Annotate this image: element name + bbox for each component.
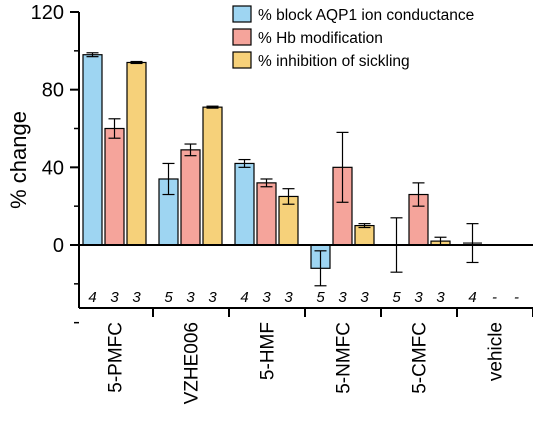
n-label: 4 <box>88 289 96 306</box>
n-label: 3 <box>360 289 369 306</box>
y-tick-label: 80 <box>42 80 64 102</box>
n-label: 3 <box>110 289 119 306</box>
n-label: 5 <box>164 289 173 306</box>
n-label: 3 <box>262 289 271 306</box>
bar-3-2 <box>354 224 375 246</box>
y-tick-label: 40 <box>42 157 64 179</box>
n-label: 3 <box>208 289 217 306</box>
bar-2-1 <box>256 182 277 246</box>
bar-2-0 <box>234 162 255 246</box>
y-tick-label: 0 <box>53 235 64 257</box>
n-label: 5 <box>316 289 325 306</box>
category-label: 5-PMFC <box>106 322 127 393</box>
category-label: 5-HMF <box>258 322 279 380</box>
n-label: 3 <box>132 289 141 306</box>
bar-1-1 <box>180 149 201 246</box>
legend-swatch <box>232 51 252 69</box>
n-label: 4 <box>240 289 248 306</box>
y-axis-title: % change <box>6 111 31 209</box>
n-label: 3 <box>436 289 445 306</box>
legend-swatch <box>232 5 252 23</box>
category-label: vehicle <box>486 322 507 381</box>
n-label: - <box>492 289 497 306</box>
category-label: 5-CMFC <box>410 322 431 394</box>
legend: % block AQP1 ion conductance % Hb modific… <box>232 5 474 70</box>
legend-swatch <box>232 28 252 46</box>
bar-0-0 <box>82 54 103 246</box>
bar-0-2 <box>126 61 147 246</box>
n-label: - <box>514 289 519 306</box>
legend-label: % Hb modification <box>258 30 383 47</box>
n-label: 3 <box>338 289 347 306</box>
category-label: 5-NMFC <box>334 322 355 394</box>
n-label: 3 <box>284 289 293 306</box>
y-tick-label: 120 <box>31 2 64 24</box>
legend-label: % block AQP1 ion conductance <box>258 7 474 24</box>
bar-0-1 <box>104 127 125 246</box>
category-label: VZHE006 <box>182 322 203 404</box>
bar-1-2 <box>202 106 223 246</box>
n-label: 5 <box>392 289 401 306</box>
legend-label: % inhibition of sickling <box>258 53 410 70</box>
n-label: 3 <box>414 289 423 306</box>
n-label: 3 <box>186 289 195 306</box>
n-label: 4 <box>468 289 476 306</box>
